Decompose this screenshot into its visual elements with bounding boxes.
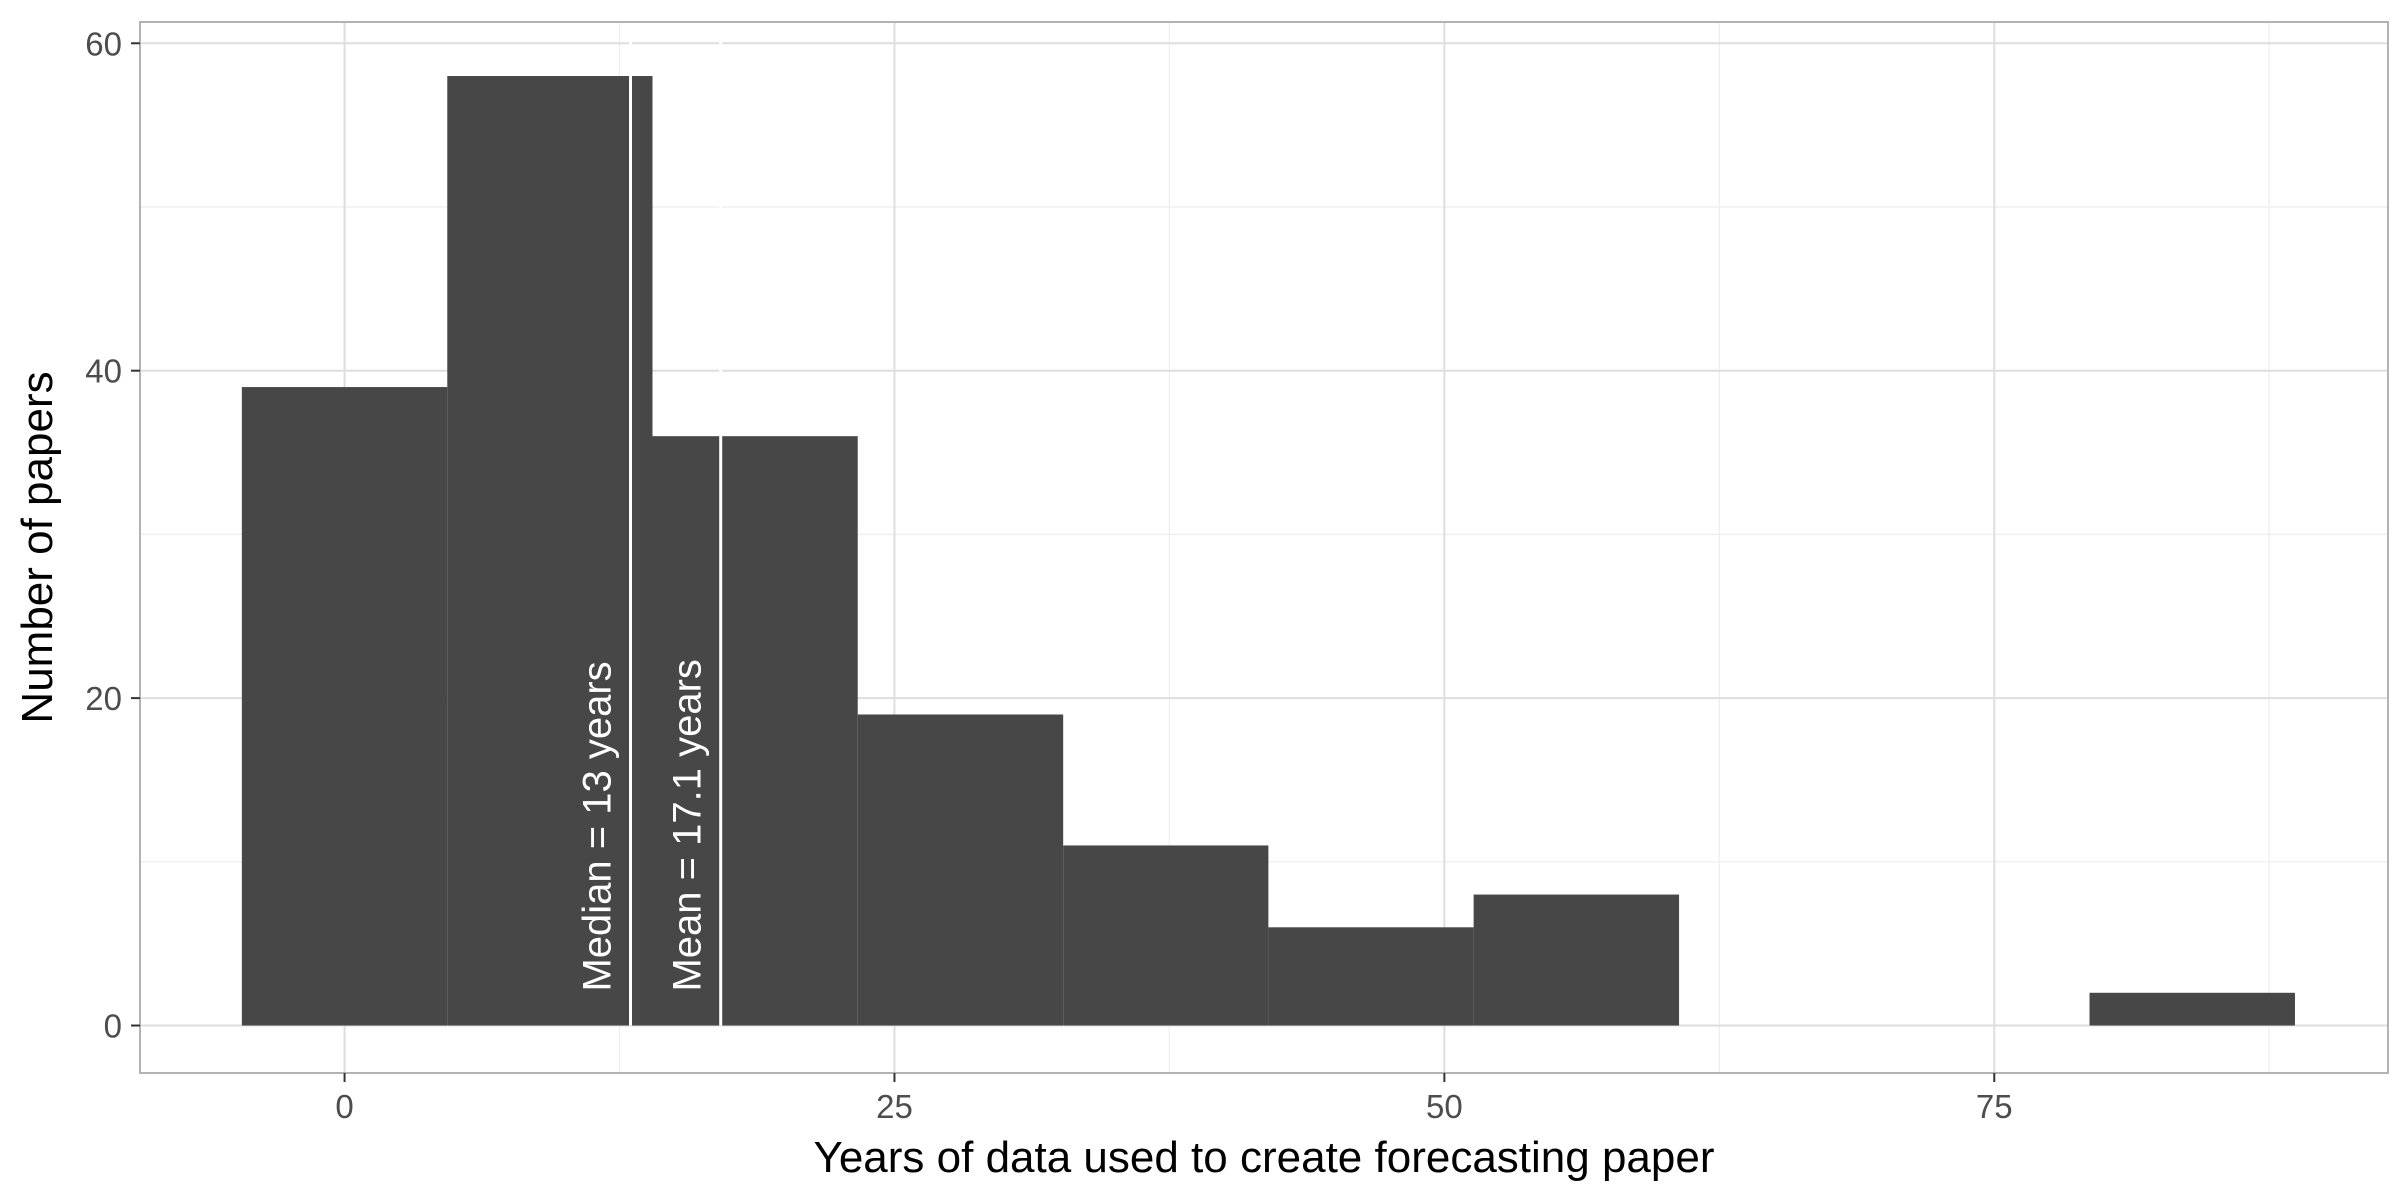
y-axis-title: Number of papers (13, 371, 62, 723)
y-tick-label: 20 (85, 680, 122, 717)
x-axis-title: Years of data used to create forecasting… (814, 1133, 1715, 1182)
histogram-bar-1 (241, 387, 448, 1026)
x-tick-label: 50 (1426, 1088, 1463, 1125)
x-tick-label: 75 (1976, 1088, 2013, 1125)
axis-ticks: 0 25 50 75 0 20 40 60 (85, 25, 2012, 1125)
reference-lines: Median = 13 years Mean = 17.1 years (576, 22, 723, 1026)
median-label: Median = 13 years (576, 661, 620, 991)
y-tick-label: 60 (85, 25, 122, 62)
histogram-bar-5 (1063, 845, 1269, 1026)
y-tick-label: 0 (104, 1008, 122, 1045)
histogram-bar-7 (1473, 894, 1680, 1026)
histogram-bar-3 (652, 436, 858, 1026)
x-tick-label: 25 (876, 1088, 913, 1125)
mean-label: Mean = 17.1 years (666, 659, 710, 991)
x-tick-label: 0 (335, 1088, 353, 1125)
panel-border (139, 21, 2389, 1074)
histogram-bar-2 (447, 76, 653, 1026)
y-tick-label: 40 (85, 353, 122, 390)
histogram-bar-10 (2089, 992, 2295, 1026)
histogram-bar-4 (857, 714, 1064, 1026)
histogram-bar-6 (1268, 927, 1474, 1026)
histogram-bars (241, 76, 2295, 1026)
